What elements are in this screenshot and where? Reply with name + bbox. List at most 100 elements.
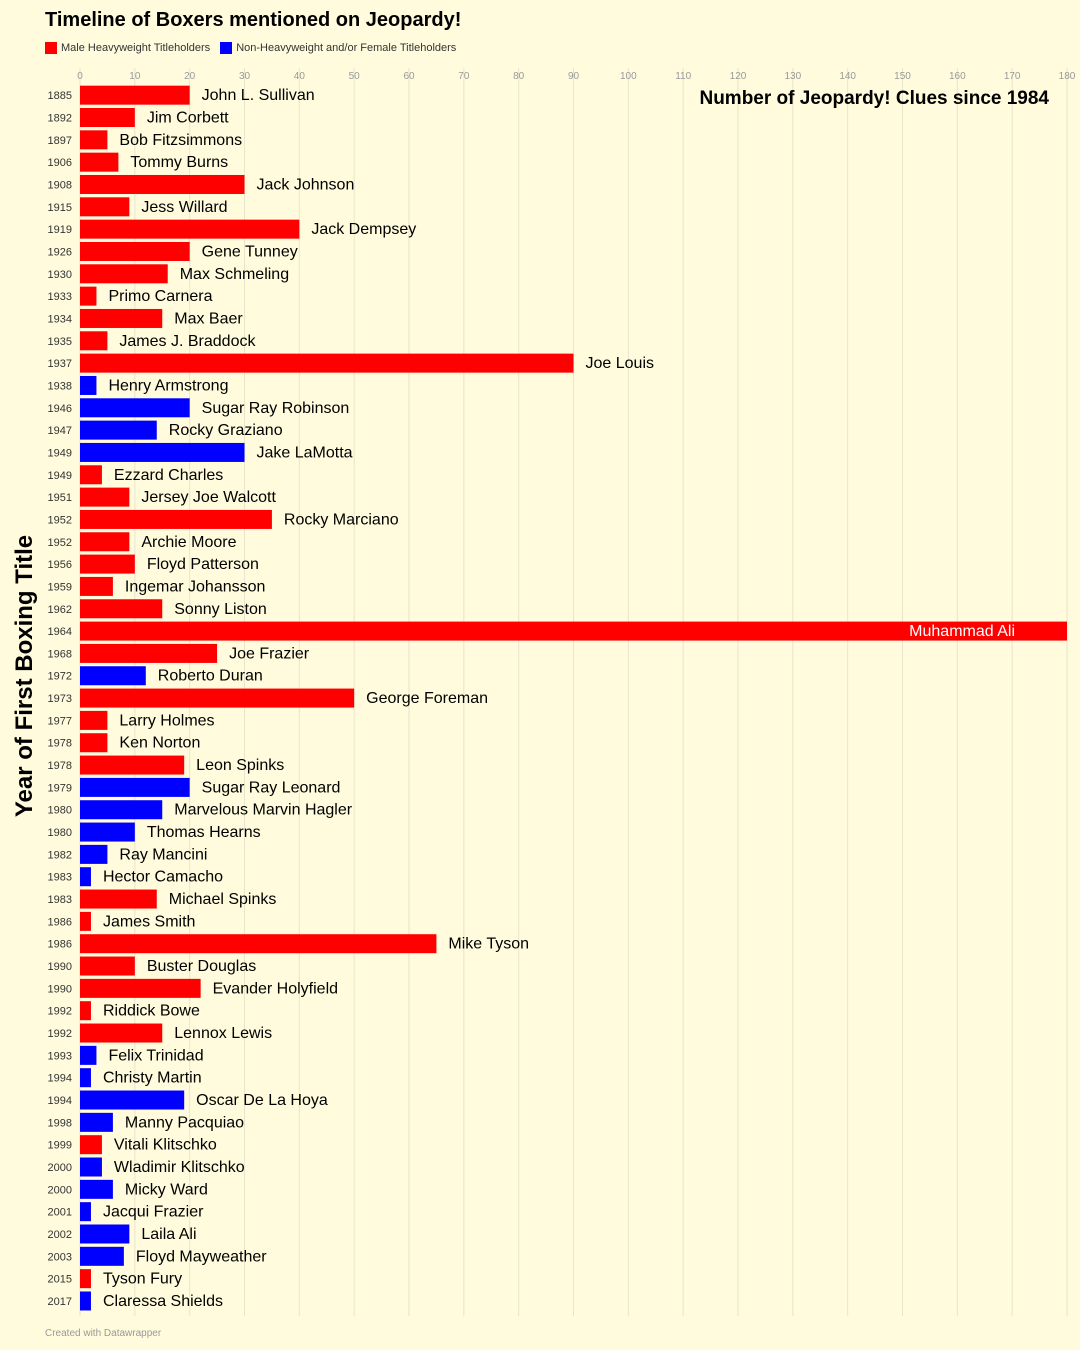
x-tick-label: 20 bbox=[184, 71, 196, 82]
bar bbox=[80, 822, 135, 842]
y-tick-label: 1949 bbox=[48, 470, 72, 482]
bar-label: Hector Camacho bbox=[103, 869, 223, 886]
bar-label: Mike Tyson bbox=[448, 936, 529, 953]
bar bbox=[80, 264, 168, 284]
bar-label: Ezzard Charles bbox=[114, 467, 223, 484]
y-tick-label: 2017 bbox=[48, 1296, 72, 1308]
y-tick-label: 2015 bbox=[48, 1274, 72, 1286]
y-tick-label: 1983 bbox=[48, 872, 72, 884]
bar bbox=[80, 599, 163, 619]
bar-label: Felix Trinidad bbox=[108, 1047, 203, 1064]
y-tick-label: 1951 bbox=[48, 492, 72, 504]
bar-label: Evander Holyfield bbox=[213, 980, 338, 997]
legend-label-non-heavyweight: Non-Heavyweight and/or Female Titleholde… bbox=[236, 42, 457, 54]
bar-label: Sonny Liston bbox=[174, 601, 267, 618]
bar bbox=[80, 286, 97, 306]
bar-label: Joe Louis bbox=[586, 355, 655, 372]
bar-label: Jacqui Frazier bbox=[103, 1204, 204, 1221]
y-tick-label: 1946 bbox=[48, 403, 72, 415]
y-tick-label: 1934 bbox=[48, 313, 72, 325]
y-tick-label: 1972 bbox=[48, 671, 72, 683]
x-tick-label: 50 bbox=[349, 71, 361, 82]
y-tick-label: 1947 bbox=[48, 425, 72, 437]
bar-label: Tommy Burns bbox=[130, 154, 228, 171]
y-tick-label: 1979 bbox=[48, 782, 72, 794]
bar-label: Jersey Joe Walcott bbox=[141, 489, 276, 506]
bar bbox=[80, 1246, 124, 1266]
bar-label: Jim Corbett bbox=[147, 109, 229, 126]
y-tick-label: 1906 bbox=[48, 157, 72, 169]
bar bbox=[80, 1224, 130, 1244]
bar-label: Gene Tunney bbox=[202, 243, 298, 260]
bar bbox=[80, 554, 135, 574]
bar-label: Max Schmeling bbox=[180, 266, 289, 283]
bar-label: John L. Sullivan bbox=[202, 87, 315, 104]
bar bbox=[80, 308, 163, 328]
bar bbox=[80, 487, 130, 507]
bar-label: Max Baer bbox=[174, 310, 243, 327]
bar bbox=[80, 755, 185, 775]
bar bbox=[80, 777, 190, 797]
y-tick-label: 1994 bbox=[48, 1095, 72, 1107]
bar bbox=[80, 643, 218, 663]
bar-label: Rocky Graziano bbox=[169, 422, 283, 439]
y-tick-label: 1908 bbox=[48, 179, 72, 191]
legend-swatch-blue bbox=[220, 42, 233, 54]
y-tick-label: 1983 bbox=[48, 894, 72, 906]
bar bbox=[80, 889, 157, 909]
bar-label: Ray Mancini bbox=[119, 846, 207, 863]
y-tick-label: 1986 bbox=[48, 939, 72, 951]
bar-label: Micky Ward bbox=[125, 1181, 208, 1198]
bar-label: Jack Dempsey bbox=[311, 221, 416, 238]
x-tick-label: 40 bbox=[294, 71, 306, 82]
bar-label: Floyd Patterson bbox=[147, 556, 259, 573]
y-tick-label: 1926 bbox=[48, 246, 72, 258]
bar bbox=[80, 420, 157, 440]
y-tick-label: 1998 bbox=[48, 1117, 72, 1129]
bar bbox=[80, 85, 190, 105]
y-tick-label: 1980 bbox=[48, 827, 72, 839]
bar bbox=[80, 710, 108, 730]
bar bbox=[80, 1291, 91, 1311]
y-tick-label: 1930 bbox=[48, 269, 72, 281]
y-tick-label: 1968 bbox=[48, 648, 72, 660]
y-tick-label: 1937 bbox=[48, 358, 72, 370]
bar bbox=[80, 934, 437, 954]
y-tick-label: 1993 bbox=[48, 1050, 72, 1062]
legend-item-non-heavyweight: Non-Heavyweight and/or Female Titleholde… bbox=[220, 42, 456, 54]
bar-label: Jack Johnson bbox=[257, 176, 355, 193]
y-tick-label: 1980 bbox=[48, 805, 72, 817]
x-tick-label: 160 bbox=[949, 71, 966, 82]
bar bbox=[80, 1023, 163, 1043]
bar-label: Floyd Mayweather bbox=[136, 1248, 267, 1265]
y-tick-label: 1949 bbox=[48, 447, 72, 459]
legend-item-heavyweight: Male Heavyweight Titleholders bbox=[45, 42, 210, 54]
bar-label: James J. Braddock bbox=[119, 333, 256, 350]
x-tick-label: 0 bbox=[77, 71, 83, 82]
x-tick-label: 80 bbox=[513, 71, 525, 82]
credit-text: Created with Datawrapper bbox=[45, 1328, 162, 1339]
y-tick-label: 1897 bbox=[48, 135, 72, 147]
bar-label: Archie Moore bbox=[141, 534, 236, 551]
x-tick-label: 90 bbox=[568, 71, 580, 82]
y-tick-label: 1885 bbox=[48, 90, 72, 102]
bar bbox=[80, 978, 201, 998]
x-tick-label: 120 bbox=[730, 71, 747, 82]
bar bbox=[80, 241, 190, 261]
bar-label: Laila Ali bbox=[141, 1226, 196, 1243]
x-tick-label: 70 bbox=[458, 71, 470, 82]
y-tick-label: 1977 bbox=[48, 715, 72, 727]
y-tick-label: 1973 bbox=[48, 693, 72, 705]
bar bbox=[80, 532, 130, 552]
bar bbox=[80, 398, 190, 418]
y-tick-label: 1986 bbox=[48, 916, 72, 928]
bar-label: Lennox Lewis bbox=[174, 1025, 272, 1042]
bar bbox=[80, 666, 146, 686]
chart-annotation: Number of Jeopardy! Clues since 1984 bbox=[699, 88, 1049, 109]
x-tick-label: 150 bbox=[894, 71, 911, 82]
bar bbox=[80, 130, 108, 150]
y-tick-label: 1962 bbox=[48, 604, 72, 616]
y-tick-label: 2000 bbox=[48, 1162, 72, 1174]
bar bbox=[80, 197, 130, 217]
